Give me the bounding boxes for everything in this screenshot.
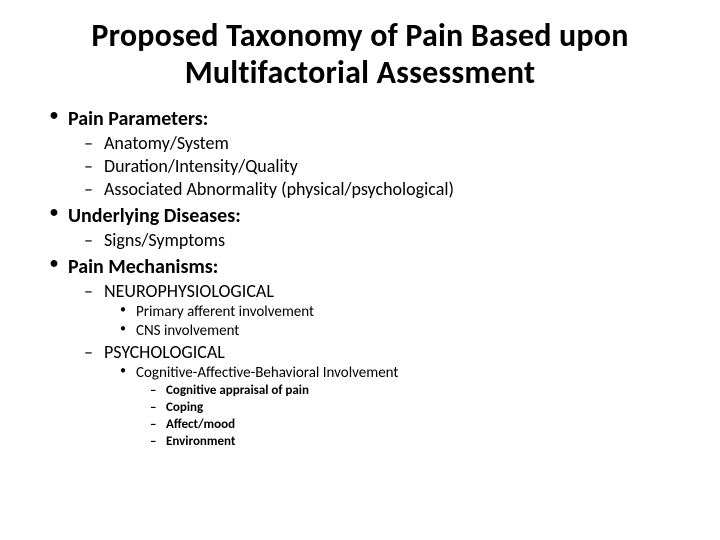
list-item: Environment: [166, 434, 690, 451]
outline-level-4: Cognitive appraisal of pain Coping Affec…: [136, 383, 690, 451]
list-item: Coping: [166, 400, 690, 417]
outline-level-2: NEUROPHYSIOLOGICAL Primary afferent invo…: [68, 280, 690, 451]
list-item: Associated Abnormality (physical/psychol…: [104, 178, 690, 201]
outline-level-1: Pain Parameters: Anatomy/System Duration…: [30, 106, 690, 451]
list-item: PSYCHOLOGICAL Cognitive-Affective-Behavi…: [104, 341, 690, 451]
list-item: CNS involvement: [136, 322, 690, 341]
item-label: PSYCHOLOGICAL: [104, 341, 225, 363]
item-label: NEUROPHYSIOLOGICAL: [104, 280, 274, 302]
item-label: Pain Mechanisms:: [68, 255, 218, 279]
list-item: Duration/Intensity/Quality: [104, 155, 690, 178]
list-item: Underlying Diseases: Signs/Symptoms: [68, 203, 690, 252]
item-label: Underlying Diseases:: [68, 204, 241, 228]
list-item: Affect/mood: [166, 417, 690, 434]
item-label: Cognitive-Affective-Behavioral Involveme…: [136, 364, 398, 382]
slide: Proposed Taxonomy of Pain Based upon Mul…: [0, 0, 720, 540]
list-item: Cognitive appraisal of pain: [166, 383, 690, 400]
list-item: Signs/Symptoms: [104, 229, 690, 252]
outline-level-2: Anatomy/System Duration/Intensity/Qualit…: [68, 132, 690, 201]
outline-level-3: Primary afferent involvement CNS involve…: [104, 303, 690, 341]
slide-title: Proposed Taxonomy of Pain Based upon Mul…: [30, 18, 690, 92]
outline-level-2: Signs/Symptoms: [68, 229, 690, 252]
item-label: Pain Parameters:: [68, 107, 208, 131]
list-item: NEUROPHYSIOLOGICAL Primary afferent invo…: [104, 280, 690, 341]
list-item: Pain Parameters: Anatomy/System Duration…: [68, 106, 690, 201]
outline-level-3: Cognitive-Affective-Behavioral Involveme…: [104, 364, 690, 451]
list-item: Cognitive-Affective-Behavioral Involveme…: [136, 364, 690, 451]
list-item: Primary afferent involvement: [136, 303, 690, 322]
list-item: Anatomy/System: [104, 132, 690, 155]
list-item: Pain Mechanisms: NEUROPHYSIOLOGICAL Prim…: [68, 254, 690, 451]
